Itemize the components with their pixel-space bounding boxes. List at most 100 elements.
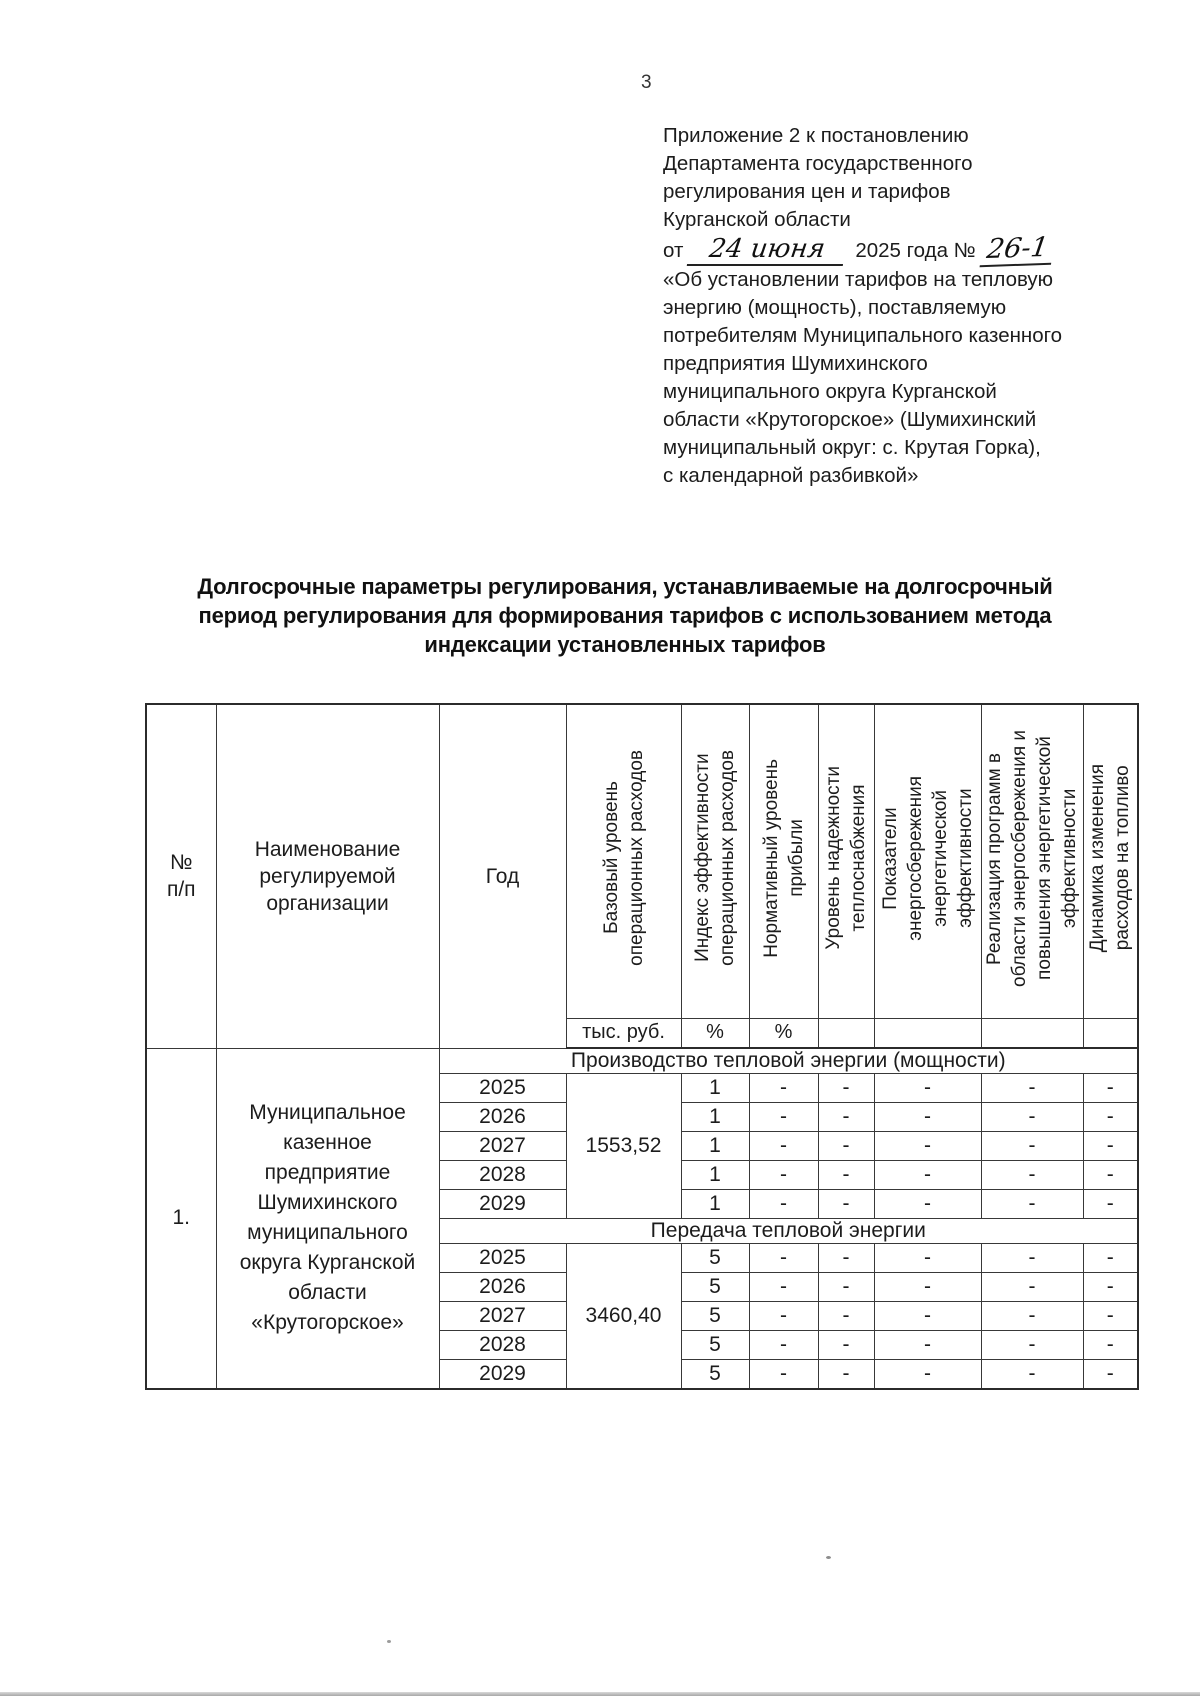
table-row: 2027 1 - - - - - [146,1131,1139,1161]
org-name-cell: Муниципальное казенное предприятие Шумих… [215,1047,440,1389]
year-cell: 2028 [438,1330,567,1360]
efficiency-index-cell: 5 [680,1243,750,1273]
efficiency-index-cell: 1 [680,1131,750,1161]
dash-cell: - [980,1160,1084,1190]
section-2-title-row: Передача тепловой энергии [146,1218,1139,1244]
table-header-row: № п/п Наименование регулируемой организа… [145,703,1139,1049]
efficiency-index-cell: 1 [680,1073,750,1103]
unit-empty-cell [873,1017,982,1049]
dash-cell: - [980,1272,1084,1302]
dash-cell: - [748,1131,819,1161]
dash-cell: - [980,1243,1084,1273]
year-cell: 2025 [438,1073,567,1103]
year-cell: 2029 [438,1189,567,1219]
table-row: 2027 5 - - - - - [146,1301,1139,1331]
dash-cell: - [873,1243,982,1273]
dash-cell: - [1082,1272,1139,1302]
dash-cell: - [980,1102,1084,1132]
dash-cell: - [873,1272,982,1302]
dash-cell: - [1082,1102,1139,1132]
dash-cell: - [748,1189,819,1219]
efficiency-index-cell: 1 [680,1160,750,1190]
dash-cell: - [873,1131,982,1161]
efficiency-index-cell: 5 [680,1330,750,1360]
dash-cell: - [1082,1131,1139,1161]
dash-cell: - [817,1330,875,1360]
dash-cell: - [748,1102,819,1132]
dash-cell: - [873,1102,982,1132]
dash-cell: - [1082,1301,1139,1331]
dash-cell: - [817,1131,875,1161]
dash-cell: - [817,1301,875,1331]
appendix-block: Приложение 2 к постановлению Департамент… [663,122,1062,490]
header-row-number-label: № п/п [166,851,196,902]
dash-cell: - [817,1243,875,1273]
header-fuel-cost-dynamics: Динамика изменения расходов на топливо [1082,703,1139,1019]
header-year-label: Год [485,864,520,888]
dash-cell: - [873,1359,982,1389]
date-prefix: от [663,239,684,262]
unit-empty-cell [817,1017,875,1049]
header-opex-efficiency-index-label: Индекс эффективности операционных расход… [692,750,738,967]
row-number-cell: 1. [145,1047,217,1389]
section-1-title-row: 1. Муниципальное казенное предприятие Шу… [145,1047,1139,1389]
unit-empty-cell [980,1017,1084,1049]
dash-cell: - [1082,1330,1139,1360]
unit-efficiency-index: % [680,1017,750,1049]
dash-cell: - [980,1301,1084,1331]
header-energy-saving-indicators-label: Показатели энергосбережения энергетическ… [879,775,976,941]
base-level-cell: 3460,40 [565,1243,682,1389]
date-suffix: 2025 года № [855,239,976,262]
dash-cell: - [817,1102,875,1132]
dash-cell: - [748,1272,819,1302]
efficiency-index-cell: 5 [680,1359,750,1389]
header-heat-reliability: Уровень надежности теплоснабжения [817,703,875,1019]
dash-cell: - [748,1073,819,1103]
dash-cell: - [748,1160,819,1190]
dash-cell: - [873,1160,982,1190]
dash-cell: - [873,1330,982,1360]
header-heat-reliability-label: Уровень надежности теплоснабжения [823,766,869,951]
dash-cell: - [980,1189,1084,1219]
header-year: Год [438,703,567,1049]
header-energy-programs: Реализация программ в области энергосбер… [980,703,1084,1019]
table-row: 2029 5 - - - - - [146,1359,1139,1389]
dash-cell: - [980,1131,1084,1161]
dash-cell: - [980,1359,1084,1389]
appendix-date-line: от 24 июня 2025 года № 26-1 [663,232,1062,268]
units-row: тыс. руб. % % [146,1017,1139,1049]
dash-cell: - [817,1359,875,1389]
dash-cell: - [817,1160,875,1190]
dash-cell: - [980,1073,1084,1103]
header-energy-programs-label: Реализация программ в области энергосбер… [984,729,1080,987]
dash-cell: - [1082,1243,1139,1273]
dash-cell: - [1082,1359,1139,1389]
dash-cell: - [873,1189,982,1219]
year-cell: 2025 [438,1243,567,1273]
header-opex-efficiency-index: Индекс эффективности операционных расход… [680,703,750,1019]
year-cell: 2026 [438,1272,567,1302]
section-1-title-cell: Производство тепловой энергии (мощности) [438,1047,1139,1074]
dash-cell: - [817,1189,875,1219]
unit-base-opex: тыс. руб. [565,1017,682,1049]
unit-empty-cell [1082,1017,1139,1049]
handwritten-number: 26-1 [979,232,1055,268]
efficiency-index-cell: 5 [680,1301,750,1331]
table-row: 2029 1 - - - - - [146,1189,1139,1219]
section-2-title-cell: Передача тепловой энергии [438,1218,1139,1244]
table-row: 2028 5 - - - - - [146,1330,1139,1360]
table-row: 2026 1 - - - - - [146,1102,1139,1132]
dash-cell: - [748,1301,819,1331]
efficiency-index-cell: 5 [680,1272,750,1302]
page-number: 3 [641,72,652,93]
header-org-name-label: Наименование регулируемой организации [254,837,401,915]
header-profit-level: Нормативный уровень прибыли [748,703,819,1019]
dash-cell: - [873,1073,982,1103]
dash-cell: - [980,1330,1084,1360]
dash-cell: - [748,1359,819,1389]
dash-cell: - [748,1330,819,1360]
appendix-quote-text: «Об установлении тарифов на тепловую эне… [663,268,1063,487]
dash-cell: - [1082,1160,1139,1190]
document-title: Долгосрочные параметры регулирования, ус… [197,574,1053,657]
